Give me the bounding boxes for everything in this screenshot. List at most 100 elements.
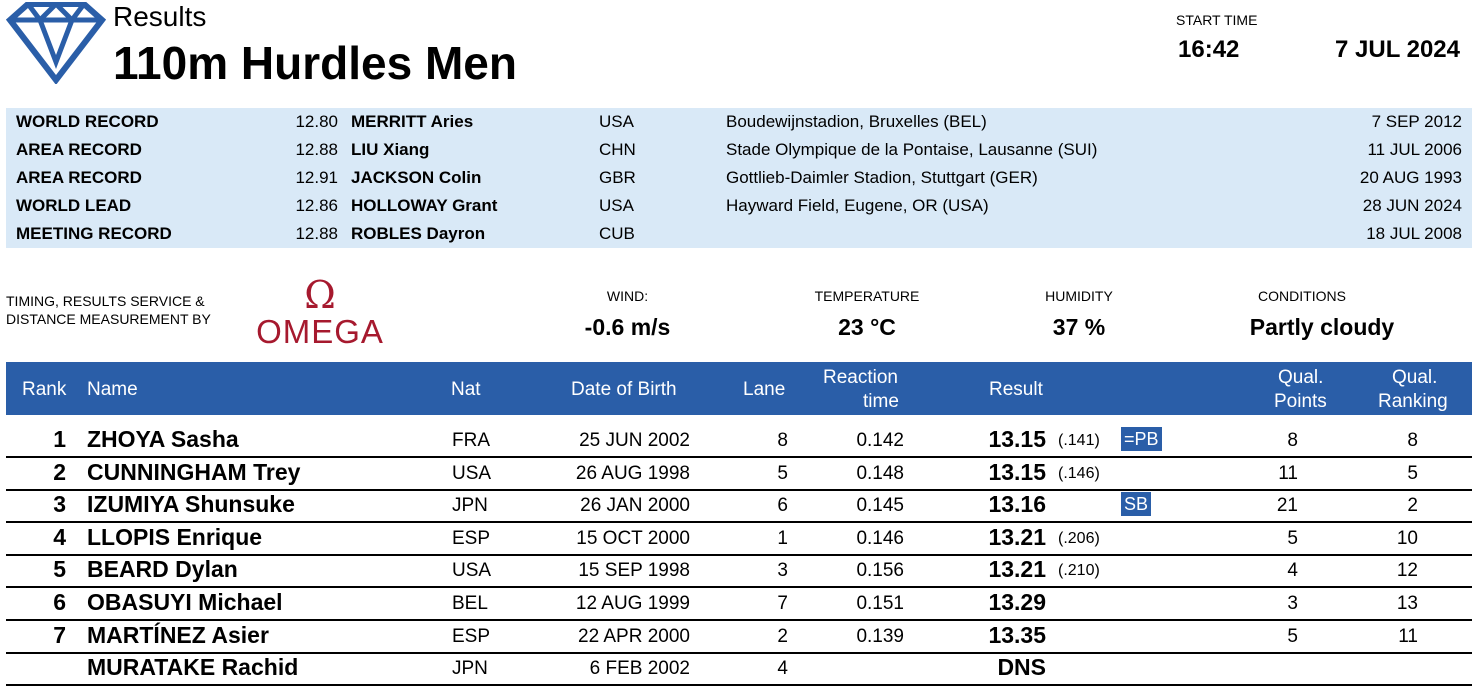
record-mark: 12.91 (295, 168, 338, 187)
athlete-dob: 26 AUG 1998 (575, 462, 690, 484)
table-row: 1 ZHOYA Sasha FRA 25 JUN 2002 8 0.142 13.15 (.1… (6, 424, 1472, 458)
tie-break-time: (.141) (1058, 432, 1100, 449)
record-nat: CHN (599, 140, 636, 159)
diamond-league-logo-icon (5, 0, 107, 85)
record-nat: USA (599, 112, 634, 131)
athlete-dob: 25 JUN 2002 (579, 430, 690, 451)
athlete-dob: 15 OCT 2000 (576, 527, 690, 549)
wind-label: WIND: (606, 288, 649, 304)
qual-ranking: 11 (1398, 625, 1418, 647)
athlete-name: ZHOYA Sasha (87, 426, 239, 452)
header-nat: Nat (451, 379, 481, 400)
athlete-rank: 7 (53, 621, 66, 648)
athlete-nat: ESP (452, 527, 491, 549)
athlete-name: BEARD Dylan (87, 556, 238, 583)
temperature-label: TEMPERATURE (814, 288, 920, 304)
header-qual-ranking: Qual. (1392, 367, 1438, 388)
header-reaction-time: time (863, 391, 899, 412)
athlete-lane: 7 (777, 593, 788, 614)
tie-break-time: (.146) (1058, 464, 1100, 482)
timing-note: TIMING, RESULTS SERVICE & DISTANCE MEASU… (6, 292, 226, 328)
athlete-rank: 3 (53, 491, 66, 518)
record-holder: ROBLES Dayron (351, 224, 486, 243)
result-time: 13.35 (988, 621, 1046, 648)
record-date: 28 JUN 2024 (1362, 196, 1462, 215)
record-mark: 12.86 (295, 196, 338, 215)
athlete-dob: 6 FEB 2002 (589, 658, 690, 680)
qual-points: 11 (1278, 462, 1298, 484)
result-time: 13.16 (988, 491, 1046, 518)
record-date: 18 JUL 2008 (1366, 224, 1462, 243)
reaction-time: 0.151 (856, 593, 904, 614)
athlete-dob: 15 SEP 1998 (578, 560, 690, 582)
record-type: WORLD RECORD (16, 112, 159, 131)
record-nat: GBR (599, 168, 636, 187)
athlete-nat: JPN (452, 658, 488, 680)
result-time: 13.21 (988, 523, 1046, 550)
qual-ranking: 13 (1396, 593, 1418, 614)
table-row: 4 LLOPIS Enrique ESP 15 OCT 2000 1 0.146 13.21… (6, 522, 1472, 556)
record-date: 11 JUL 2006 (1367, 140, 1462, 159)
qual-ranking: 8 (1407, 430, 1418, 451)
record-holder: MERRITT Aries (351, 112, 474, 131)
table-row: 3 IZUMIYA Shunsuke JPN 26 JAN 2000 6 0.145 13.… (6, 489, 1472, 524)
header-qual-points: Qual. (1278, 367, 1324, 388)
qual-ranking: 10 (1396, 527, 1418, 549)
table-row: MURATAKE Rachid JPN 6 FEB 2002 4 DNS (6, 652, 1472, 686)
header-dob: Date of Birth (571, 379, 677, 400)
event-title: 110m Hurdles Men (113, 37, 517, 89)
record-holder: HOLLOWAY Grant (351, 196, 498, 215)
header-ranking: Ranking (1378, 391, 1448, 412)
record-date: 7 SEP 2012 (1371, 112, 1462, 131)
result-time: 13.21 (988, 556, 1046, 583)
record-venue: Stade Olympique de la Pontaise, Lausanne… (726, 140, 1098, 159)
record-venue: Boudewijnstadion, Bruxelles (BEL) (726, 112, 987, 131)
athlete-nat: JPN (452, 495, 488, 517)
athlete-rank: 6 (53, 589, 66, 615)
conditions-value: Partly cloudy (1249, 314, 1395, 340)
reaction-time: 0.142 (856, 430, 904, 451)
athlete-name: CUNNINGHAM Trey (87, 458, 301, 485)
record-mark: 12.88 (295, 140, 338, 159)
record-mark: 12.80 (295, 112, 338, 131)
reaction-time: 0.145 (856, 495, 904, 517)
conditions-label: CONDITIONS (1258, 288, 1346, 304)
start-time-label: START TIME (1176, 12, 1258, 28)
results-label: Results (113, 1, 207, 32)
athlete-lane: 4 (777, 658, 788, 680)
athlete-nat: USA (452, 560, 492, 582)
event-date: 7 JUL 2024 (1335, 36, 1460, 63)
record-type: AREA RECORD (16, 168, 142, 187)
temperature-value: 23 °C (838, 314, 896, 340)
athlete-name: MARTÍNEZ Asier (87, 621, 269, 648)
athlete-dob: 26 JAN 2000 (580, 495, 690, 517)
qual-points: 5 (1287, 625, 1298, 647)
result-time: 13.15 (988, 458, 1046, 485)
header-lane: Lane (743, 379, 786, 400)
table-row: 2 CUNNINGHAM Trey USA 26 AUG 1998 5 0.148 13.1… (6, 457, 1472, 491)
table-row: 5 BEARD Dylan USA 15 SEP 1998 3 0.156 13.21 (.2… (6, 554, 1472, 589)
header-rank: Rank (22, 379, 67, 400)
athlete-lane: 5 (777, 462, 788, 484)
record-type: WORLD LEAD (16, 196, 132, 215)
header-reaction: Reaction (823, 367, 898, 388)
record-row: AREA RECORD 12.91 JACKSON Colin GBR Gott… (6, 164, 1472, 192)
qual-points: 4 (1287, 560, 1298, 582)
tie-break-time: (.210) (1058, 562, 1100, 580)
qual-ranking: 12 (1396, 560, 1418, 582)
result-time: 13.15 (988, 426, 1046, 452)
reaction-time: 0.148 (856, 462, 904, 484)
record-row: MEETING RECORD 12.88 ROBLES Dayron CUB 1… (6, 220, 1472, 248)
records-box: WORLD RECORD 12.80 MERRITT Aries USA Bou… (6, 108, 1472, 248)
athlete-lane: 8 (777, 430, 788, 451)
omega-logo: Ω OMEGA (248, 273, 393, 350)
record-type: AREA RECORD (16, 140, 142, 159)
tie-break-time: (.206) (1058, 529, 1100, 547)
humidity-value: 37 % (1052, 314, 1106, 340)
record-nat: USA (599, 196, 634, 215)
athlete-rank: 1 (53, 426, 66, 452)
record-type: MEETING RECORD (16, 224, 172, 243)
omega-brand-text: OMEGA (256, 313, 384, 348)
athlete-name: IZUMIYA Shunsuke (87, 491, 295, 518)
athlete-nat: FRA (452, 430, 490, 451)
